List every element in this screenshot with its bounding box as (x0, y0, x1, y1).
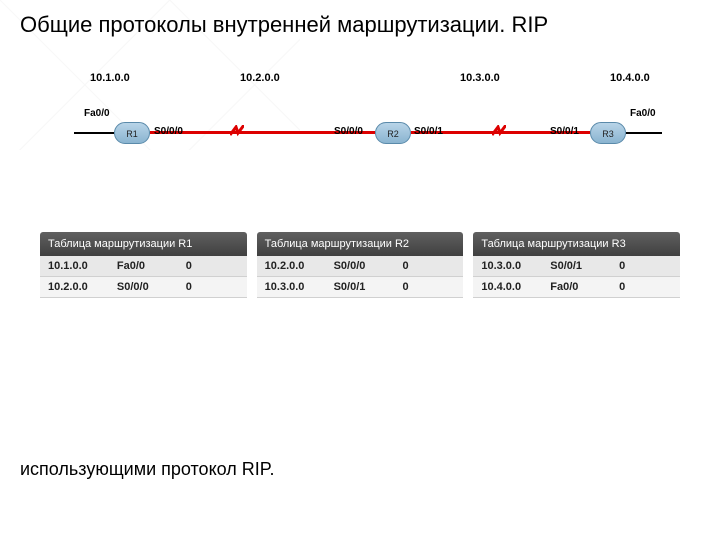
table-cell: S0/0/0 (326, 256, 395, 276)
table-cell: 10.2.0.0 (40, 277, 109, 297)
table-row: 10.3.0.0S0/0/10 (257, 277, 464, 298)
table-cell: 0 (394, 277, 463, 297)
port-label: S0/0/0 (154, 126, 183, 137)
table-header: Таблица маршрутизации R2 (257, 232, 464, 256)
table-cell: 10.4.0.0 (473, 277, 542, 297)
table-row: 10.1.0.0Fa0/00 (40, 256, 247, 277)
table-cell: 10.3.0.0 (473, 256, 542, 276)
port-label: S0/0/1 (550, 126, 579, 137)
table-cell: 10.3.0.0 (257, 277, 326, 297)
table-cell: 0 (611, 256, 680, 276)
page-title: Общие протоколы внутренней маршрутизации… (0, 0, 720, 42)
table-cell: 0 (394, 256, 463, 276)
table-cell: S0/0/0 (109, 277, 178, 297)
table-cell: S0/0/1 (326, 277, 395, 297)
network-label: 10.4.0.0 (610, 72, 650, 84)
ethernet-link (626, 132, 662, 134)
table-row: 10.2.0.0S0/0/00 (257, 256, 464, 277)
routing-table: Таблица маршрутизации R310.3.0.0S0/0/101… (473, 232, 680, 298)
table-header: Таблица маршрутизации R1 (40, 232, 247, 256)
footer-text: использующими протокол RIP. (20, 459, 274, 480)
table-row: 10.2.0.0S0/0/00 (40, 277, 247, 298)
network-label: 10.2.0.0 (240, 72, 280, 84)
table-cell: 0 (611, 277, 680, 297)
serial-zigzag-icon (230, 125, 244, 139)
table-header: Таблица маршрутизации R3 (473, 232, 680, 256)
router-icon (375, 122, 411, 144)
ethernet-link (74, 132, 114, 134)
routing-table: Таблица маршрутизации R110.1.0.0Fa0/0010… (40, 232, 247, 298)
network-label: 10.1.0.0 (90, 72, 130, 84)
table-cell: 10.2.0.0 (257, 256, 326, 276)
table-cell: S0/0/1 (542, 256, 611, 276)
network-label: 10.3.0.0 (460, 72, 500, 84)
routing-tables: Таблица маршрутизации R110.1.0.0Fa0/0010… (40, 232, 680, 298)
serial-zigzag-icon (492, 125, 506, 139)
port-label: Fa0/0 (630, 108, 656, 119)
table-cell: 10.1.0.0 (40, 256, 109, 276)
routing-table: Таблица маршрутизации R210.2.0.0S0/0/001… (257, 232, 464, 298)
table-cell: Fa0/0 (109, 256, 178, 276)
port-label: S0/0/1 (414, 126, 443, 137)
table-cell: 0 (178, 256, 247, 276)
network-diagram: 10.1.0.0 10.2.0.0 10.3.0.0 10.4.0.0 Fa0/0 S0/… (40, 72, 680, 222)
table-cell: Fa0/0 (542, 277, 611, 297)
port-label: S0/0/0 (334, 126, 363, 137)
router-icon (114, 122, 150, 144)
table-row: 10.4.0.0Fa0/00 (473, 277, 680, 298)
table-cell: 0 (178, 277, 247, 297)
port-label: Fa0/0 (84, 108, 110, 119)
table-row: 10.3.0.0S0/0/10 (473, 256, 680, 277)
router-icon (590, 122, 626, 144)
